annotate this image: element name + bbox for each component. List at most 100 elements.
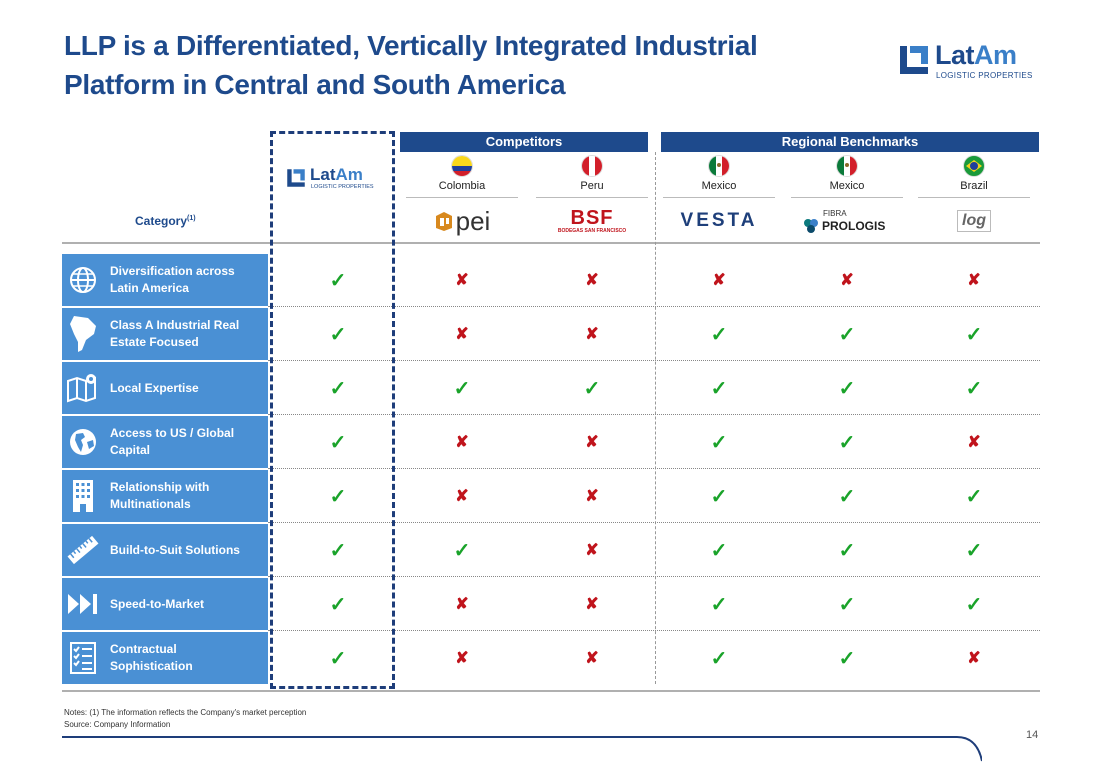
check-icon: ✓ — [710, 323, 728, 346]
cross-icon: ✘ — [967, 272, 981, 289]
latam-mark-icon — [287, 169, 305, 187]
check-icon: ✓ — [710, 377, 728, 400]
row-separator — [268, 360, 1040, 361]
category-row: Local Expertise — [62, 362, 268, 414]
page-number: 14 — [1026, 729, 1039, 741]
row-separator — [268, 306, 1040, 307]
category-header: Category(1) — [135, 214, 196, 228]
category-label: Access to US / Global Capital — [110, 426, 235, 457]
cross-icon: ✘ — [585, 488, 599, 505]
pei-mark-icon — [435, 212, 452, 231]
colombia-flag-icon — [451, 155, 473, 177]
cross-icon: ✘ — [455, 272, 469, 289]
cross-icon: ✘ — [455, 488, 469, 505]
category-row: Access to US / Global Capital — [62, 416, 268, 468]
country-mexico-1: Mexico — [663, 155, 775, 198]
row-separator — [268, 630, 1040, 631]
check-icon: ✓ — [329, 431, 347, 454]
check-icon: ✓ — [453, 539, 471, 562]
category-row: Contractual Sophistication — [62, 632, 268, 684]
regional-benchmarks-header: Regional Benchmarks — [661, 132, 1039, 152]
cross-icon: ✘ — [455, 326, 469, 343]
peru-flag-icon — [581, 155, 603, 177]
prologis-logo: FIBRA PROLOGIS — [791, 204, 903, 238]
prologis-mark-icon — [804, 218, 818, 233]
check-icon: ✓ — [965, 539, 983, 562]
country-colombia: Colombia — [406, 155, 518, 198]
globe-icon — [62, 254, 104, 306]
check-icon: ✓ — [710, 485, 728, 508]
cross-icon: ✘ — [712, 272, 726, 289]
building-icon — [62, 470, 104, 522]
cross-icon: ✘ — [455, 596, 469, 613]
category-label: Build-to-Suit Solutions — [110, 542, 240, 557]
check-icon: ✓ — [453, 377, 471, 400]
check-icon: ✓ — [710, 431, 728, 454]
check-icon: ✓ — [965, 485, 983, 508]
cross-icon: ✘ — [585, 650, 599, 667]
fast-forward-icon — [62, 578, 104, 630]
category-label: Diversification across Latin America — [110, 264, 235, 295]
latam-column-highlight — [270, 131, 395, 689]
check-icon: ✓ — [838, 377, 856, 400]
check-icon: ✓ — [329, 539, 347, 562]
category-row: Diversification across Latin America — [62, 254, 268, 306]
cross-icon: ✘ — [585, 542, 599, 559]
row-separator — [268, 576, 1040, 577]
cross-icon: ✘ — [455, 650, 469, 667]
category-label: Class A Industrial Real Estate Focused — [110, 318, 240, 349]
category-label: Relationship with Multinationals — [110, 480, 210, 511]
check-icon: ✓ — [710, 539, 728, 562]
check-icon: ✓ — [838, 485, 856, 508]
latam-subtitle: LOGISTIC PROPERTIES — [936, 71, 1033, 80]
group-divider — [655, 152, 656, 684]
category-row: Speed-to-Market — [62, 578, 268, 630]
ruler-icon — [62, 524, 104, 576]
cross-icon: ✘ — [585, 272, 599, 289]
check-icon: ✓ — [838, 647, 856, 670]
map-pin-icon — [62, 362, 104, 414]
latam-wordmark: LatAm — [935, 40, 1017, 70]
country-mexico-2: Mexico — [791, 155, 903, 198]
check-icon: ✓ — [965, 593, 983, 616]
globe-americas-icon — [62, 416, 104, 468]
check-icon: ✓ — [838, 431, 856, 454]
cross-icon: ✘ — [455, 434, 469, 451]
south-america-icon — [62, 308, 104, 360]
latam-logo: LatAm LOGISTIC PROPERTIES — [898, 40, 1048, 82]
check-icon: ✓ — [329, 647, 347, 670]
header-divider — [62, 242, 1040, 244]
vesta-logo: VESTA — [680, 210, 758, 231]
category-label: Speed-to-Market — [110, 596, 205, 611]
cross-icon: ✘ — [967, 650, 981, 667]
pei-logo: pei — [406, 204, 518, 238]
category-row: Relationship with Multinationals — [62, 470, 268, 522]
table-bottom-rule — [62, 690, 1040, 692]
footnotes: Notes: (1) The information reflects the … — [64, 708, 307, 729]
row-separator — [268, 414, 1040, 415]
check-icon: ✓ — [965, 323, 983, 346]
cross-icon: ✘ — [585, 434, 599, 451]
category-row: Class A Industrial Real Estate Focused — [62, 308, 268, 360]
latam-mark-icon — [900, 46, 928, 74]
check-icon: ✓ — [329, 593, 347, 616]
checklist-icon — [62, 632, 104, 684]
latam-column-logo: LatAm LOGISTIC PROPERTIES — [286, 165, 386, 192]
check-icon: ✓ — [583, 377, 601, 400]
country-peru: Peru — [536, 155, 648, 198]
cross-icon: ✘ — [585, 596, 599, 613]
mexico-flag-icon — [708, 155, 730, 177]
check-icon: ✓ — [329, 485, 347, 508]
log-logo: log — [918, 204, 1030, 238]
footer-curve — [62, 736, 982, 762]
check-icon: ✓ — [329, 269, 347, 292]
cross-icon: ✘ — [585, 326, 599, 343]
bsf-logo: BSF BODEGAS SAN FRANCISCO — [557, 207, 627, 234]
mexico-flag-icon — [836, 155, 858, 177]
brazil-flag-icon — [963, 155, 985, 177]
cross-icon: ✘ — [840, 272, 854, 289]
check-icon: ✓ — [838, 593, 856, 616]
check-icon: ✓ — [710, 593, 728, 616]
category-row: Build-to-Suit Solutions — [62, 524, 268, 576]
check-icon: ✓ — [710, 647, 728, 670]
